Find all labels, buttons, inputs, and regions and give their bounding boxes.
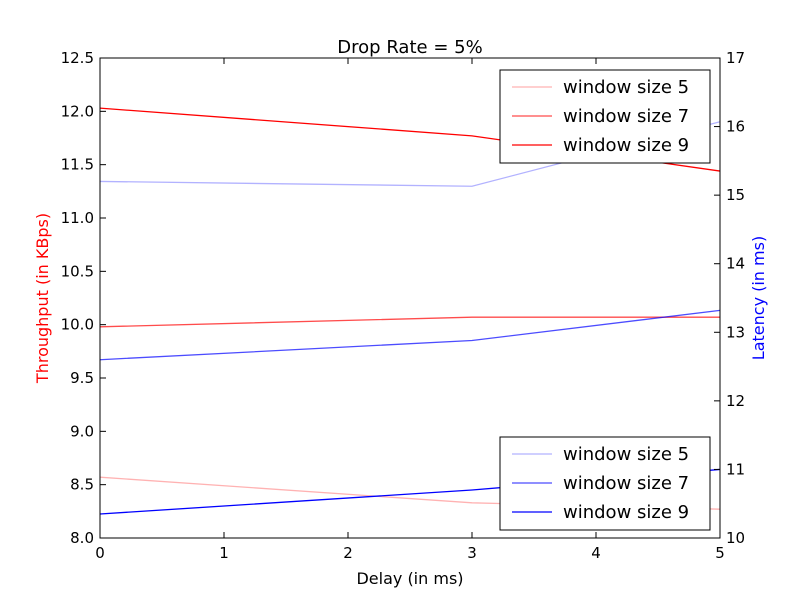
x-tick-label: 1 <box>219 544 229 562</box>
y-left-tick-label: 10.5 <box>61 262 94 280</box>
y-left-tick-label: 11.5 <box>61 156 94 174</box>
throughput-line-2 <box>99 316 720 328</box>
y-left-tick-label: 11.0 <box>61 209 94 227</box>
legend-throughput: window size 5 window size 7 window size 9 <box>499 69 711 164</box>
y-axis-left-label: Throughput (in KBps) <box>33 213 52 384</box>
y-left-tick-label: 10.0 <box>61 316 94 334</box>
x-tick-label: 0 <box>95 544 105 562</box>
y-right-tick-label: 17 <box>726 49 745 67</box>
x-tick-label: 2 <box>343 544 353 562</box>
legend-latency-label: window size 7 <box>563 473 689 494</box>
legend-throughput-label: window size 7 <box>563 106 689 127</box>
y-left-tick-label: 8.5 <box>70 476 94 494</box>
y-right-tick-label: 11 <box>726 460 745 478</box>
chart-title: Drop Rate = 5% <box>337 37 482 58</box>
y-right-tick-label: 12 <box>726 392 745 410</box>
y-right-tick-label: 16 <box>726 118 745 136</box>
y-left-tick-label: 12.5 <box>61 49 94 67</box>
legend-latency-label: window size 9 <box>563 502 689 523</box>
x-tick-label: 5 <box>715 544 725 562</box>
legend-latency: window size 5 window size 7 window size 9 <box>499 436 711 531</box>
x-tick-label: 3 <box>467 544 477 562</box>
y-left-tick-label: 8.0 <box>70 529 94 547</box>
x-axis-label: Delay (in ms) <box>356 569 463 588</box>
y-left-tick-label: 9.0 <box>70 422 94 440</box>
legend-latency-label: window size 5 <box>563 444 689 465</box>
y-right-tick-label: 15 <box>726 186 745 204</box>
y-left-tick-label: 12.0 <box>61 102 94 120</box>
y-axis-right-label: Latency (in ms) <box>749 236 768 360</box>
y-right-tick-label: 10 <box>726 529 745 547</box>
y-right-tick-label: 14 <box>726 255 745 273</box>
latency-line-2 <box>99 309 721 361</box>
y-right-tick-label: 13 <box>726 323 745 341</box>
legend-throughput-label: window size 5 <box>563 77 689 98</box>
x-tick-label: 4 <box>591 544 601 562</box>
plot-frame <box>99 57 721 539</box>
legend-throughput-label: window size 9 <box>563 135 689 156</box>
y-left-tick-label: 9.5 <box>70 369 94 387</box>
